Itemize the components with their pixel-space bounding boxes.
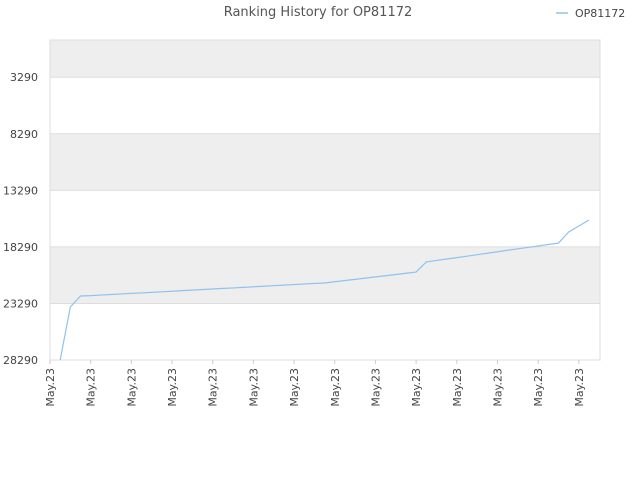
plot-band	[50, 190, 600, 247]
x-tick-label: May.23	[491, 368, 504, 407]
x-tick-label: May.23	[166, 368, 179, 407]
x-tick-label: May.23	[532, 368, 545, 407]
x-tick-label: May.23	[573, 368, 586, 407]
x-tick-label: May.23	[369, 368, 382, 407]
y-tick-label: 3290	[10, 71, 38, 84]
x-tick-label: May.23	[451, 368, 464, 407]
x-tick-label: May.23	[44, 368, 57, 407]
x-tick-label: May.23	[410, 368, 423, 407]
plot-band	[50, 303, 600, 360]
x-tick-label: May.23	[207, 368, 220, 407]
chart-title: Ranking History for OP81172	[224, 5, 413, 20]
data-line	[59, 219, 590, 361]
plot-band	[50, 133, 600, 191]
x-tick-label: May.23	[85, 368, 98, 407]
y-tick-label: 18290	[3, 241, 38, 254]
x-tick-label: May.23	[329, 368, 342, 407]
y-tick-label: 28290	[3, 354, 38, 367]
plot-band	[50, 40, 600, 78]
y-tick-label: 8290	[10, 128, 38, 141]
y-tick-label: 23290	[3, 297, 38, 310]
plot-band	[50, 77, 600, 134]
x-tick-label: May.23	[125, 368, 138, 407]
plot-border	[49, 39, 601, 361]
plot-band	[50, 246, 600, 304]
y-tick-label: 13290	[3, 184, 38, 197]
x-tick-label: May.23	[288, 368, 301, 407]
legend-label: OP81172	[575, 7, 625, 20]
x-tick-label: May.23	[247, 368, 260, 407]
